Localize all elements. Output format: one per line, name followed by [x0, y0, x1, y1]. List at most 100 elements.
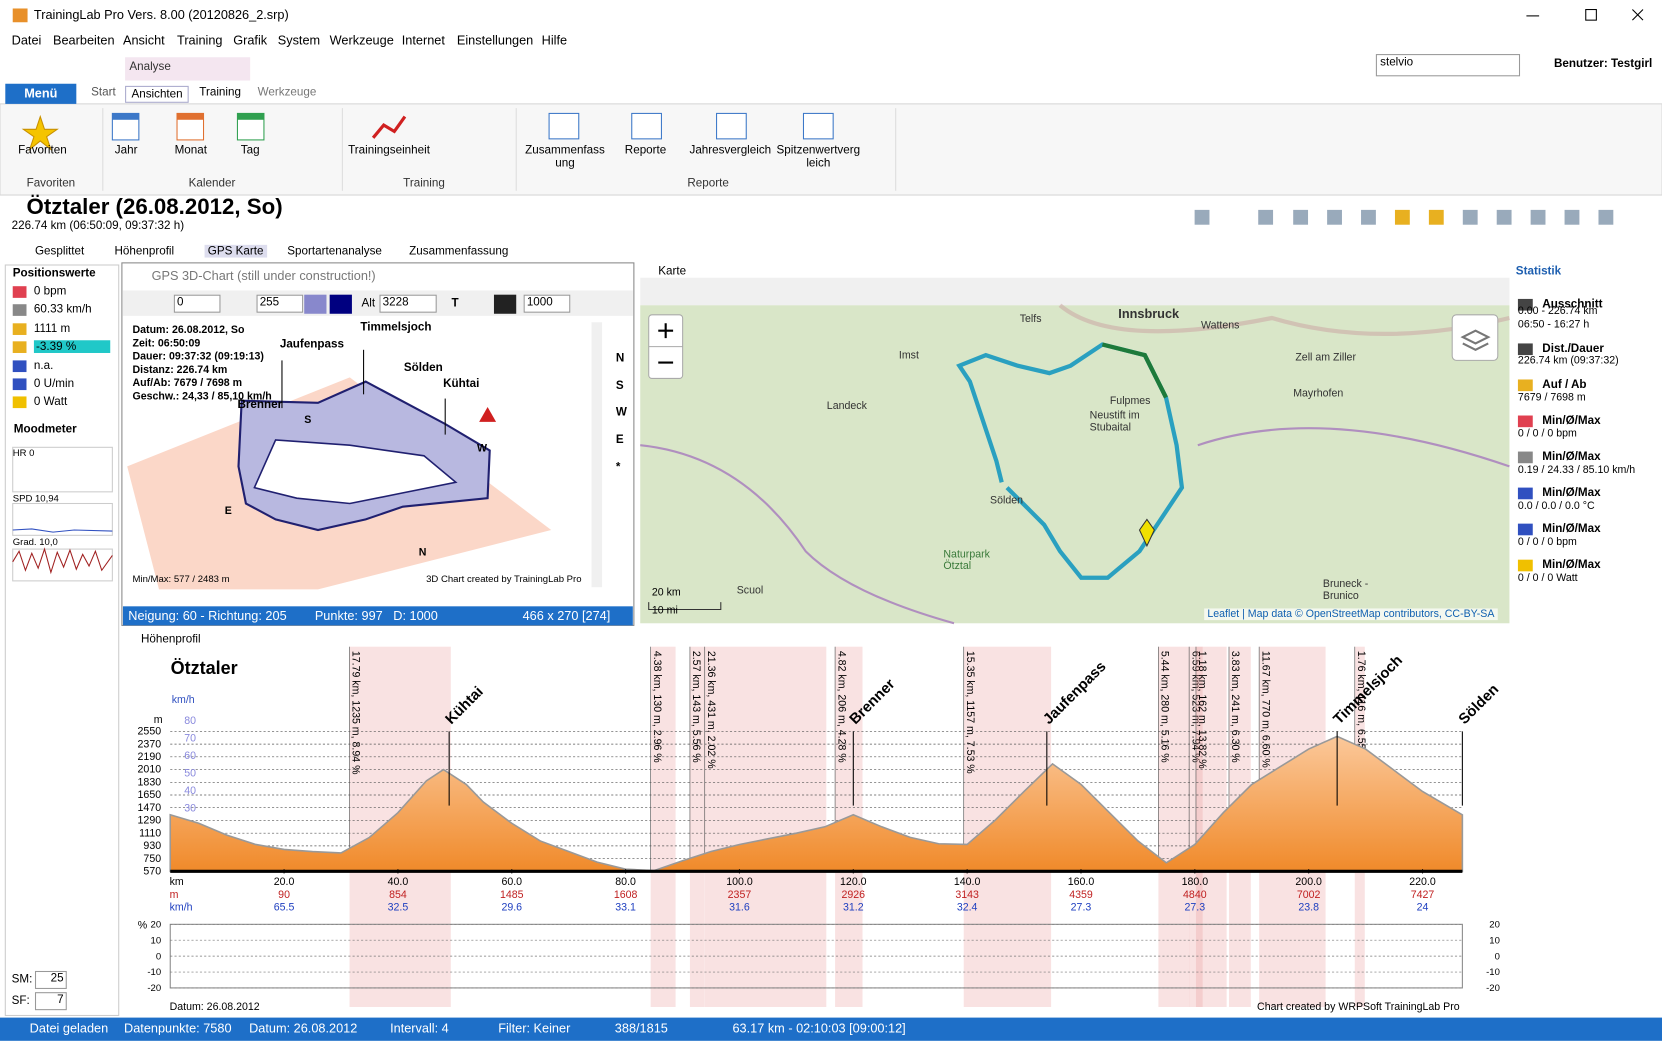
ribbon-button[interactable]: Jahr — [114, 144, 138, 157]
ribbon-button[interactable]: Spitzenwertvergleich — [776, 144, 861, 170]
climb-band — [1158, 646, 1190, 1007]
climb-band — [689, 646, 705, 1007]
menu-item[interactable]: Grafik — [233, 32, 268, 48]
menu-item[interactable]: Werkzeuge — [329, 32, 394, 48]
spin-input[interactable]: 255 — [256, 294, 304, 313]
mood-chart-label: SPD 10,94 — [12, 492, 59, 504]
stat-label: Auf / Ab — [1542, 378, 1587, 392]
stat-label: Min/Ø/Max — [1542, 522, 1601, 536]
y-tick-label: 1470 — [138, 802, 162, 814]
ribbon-button[interactable]: Tag — [240, 144, 260, 157]
ribbon-button[interactable]: Favoriten — [18, 144, 67, 157]
position-icon — [12, 396, 27, 409]
menu-item[interactable]: Bearbeiten — [52, 32, 115, 48]
pass-label: Sölden — [1456, 682, 1502, 728]
menu-item[interactable]: System — [277, 32, 321, 48]
menu-item[interactable]: Training — [177, 32, 223, 48]
view-tab[interactable]: Zusammenfassung — [409, 244, 509, 258]
x-tick-label: 200.0 — [1295, 876, 1322, 888]
ribbon-button[interactable]: Zusammenfassung — [525, 144, 605, 170]
ribbon-tab[interactable]: Ansichten — [125, 85, 190, 103]
info-line: Geschw.: 24,33 / 85,10 km/h — [132, 390, 272, 403]
ribbon-button[interactable]: Trainingseinheit — [348, 144, 430, 157]
y-tick-label: 2010 — [138, 764, 162, 776]
3d-label: Jaufenpass — [279, 338, 345, 351]
spin-input[interactable]: 1000 — [523, 294, 571, 313]
spin-input[interactable]: 3228 — [379, 294, 437, 313]
credit: 3D Chart created by TrainingLab Pro — [426, 573, 582, 585]
map-place: Landeck — [826, 400, 867, 413]
window-title: TrainingLab Pro Vers. 8.00 (20120826_2.s… — [33, 7, 289, 23]
speed-value: 32.5 — [388, 902, 409, 914]
elevation-area — [169, 735, 1464, 873]
climb-label: 4.38 km, 130 m, 2.96 % — [651, 651, 663, 763]
elevation-chart: 17.79 km, 1235 m, 8.94 % 4.38 km, 130 m, … — [138, 646, 1502, 1013]
status-field: 63.17 km - 02:10:03 [09:00:12] — [732, 1020, 906, 1036]
ribbon-tab[interactable]: Menü — [5, 83, 77, 104]
climb-label: 15.35 km, 1157 m, 7.53 % — [964, 651, 976, 774]
y-tick-label: 750 — [143, 853, 161, 865]
climb-band — [1195, 646, 1203, 1007]
direction-button[interactable]: W — [615, 405, 627, 419]
3d-label: Kühtai — [443, 377, 480, 391]
ribbon-button[interactable]: Monat — [174, 144, 207, 157]
stat-icon — [1517, 487, 1533, 500]
map-place: Naturpark Ötztal — [943, 549, 990, 573]
view-tab[interactable]: Sportartenanalyse — [287, 244, 382, 258]
x-tick-label: 20.0 — [274, 876, 295, 888]
stat-label: Min/Ø/Max — [1542, 486, 1601, 500]
direction-button[interactable]: * — [615, 461, 621, 474]
info-line: Dauer: 09:37:32 (09:19:13) — [132, 350, 264, 363]
stat-label: Min/Ø/Max — [1542, 414, 1601, 428]
ribbon-tab[interactable]: Training — [199, 85, 241, 99]
stat-icon — [1517, 451, 1533, 464]
3d-label: Brenner — [237, 398, 283, 412]
panel-title: Karte — [658, 265, 687, 278]
y-tick-label: 930 — [143, 840, 161, 852]
mood-chart-label: Grad. 10,0 — [12, 536, 58, 547]
stat-line: 0 / 0 / 0 bpm — [1517, 536, 1577, 549]
field-input[interactable]: 7 — [34, 992, 67, 1011]
map-place: Imst — [898, 349, 919, 362]
x-axis-label: km — [170, 876, 184, 888]
map-place: Zell am Ziller — [1295, 351, 1356, 364]
field-input[interactable]: 25 — [34, 970, 67, 989]
climb-label: 21.36 km, 431 m, 2.02 % — [705, 651, 717, 769]
view-tab[interactable]: GPS Karte — [204, 244, 267, 258]
menu-item[interactable]: Hilfe — [541, 32, 568, 48]
direction-button[interactable]: E — [615, 433, 624, 447]
ascent-value: 90 — [278, 889, 290, 901]
3d-label: Timmelsjoch — [360, 321, 432, 334]
menu-item[interactable]: Datei — [11, 32, 42, 48]
y2-tick-label: 50 — [184, 767, 196, 779]
ribbon-group-label: Favoriten — [26, 177, 76, 190]
view-tab[interactable]: Höhenprofil — [114, 244, 175, 258]
ribbon-button[interactable]: Jahresvergleich — [689, 144, 772, 157]
menu-item[interactable]: Einstellungen — [456, 32, 534, 48]
menu-item[interactable]: Ansicht — [122, 32, 165, 48]
panel-title: Statistik — [1515, 265, 1562, 278]
spin-input[interactable]: 0 — [173, 294, 221, 313]
ribbon-button[interactable]: Reporte — [624, 144, 667, 157]
position-value: -3.39 % — [33, 340, 111, 354]
map-place: Mayrhofen — [1293, 387, 1344, 400]
speed-value: 31.6 — [729, 902, 750, 914]
map-attribution: Leaflet | Map data © OpenStreetMap contr… — [1204, 608, 1498, 621]
position-value: 0 Watt — [33, 395, 68, 409]
stat-label: Min/Ø/Max — [1542, 450, 1601, 464]
ribbon-tab[interactable]: Werkzeuge — [257, 85, 317, 99]
ribbon-tab[interactable]: Start — [91, 85, 116, 99]
view-tab[interactable]: Gesplittet — [34, 244, 85, 258]
info-line: Datum: 26.08.2012, So — [132, 324, 245, 337]
direction-button[interactable]: S — [615, 379, 624, 393]
position-value: 0 U/min — [33, 377, 75, 391]
map-place: Wattens — [1200, 320, 1240, 332]
grad-tick-label: 10 — [151, 935, 162, 946]
stat-icon — [1517, 523, 1533, 536]
direction-button[interactable]: N — [615, 351, 625, 365]
position-value: n.a. — [33, 358, 54, 372]
ascent-value: 854 — [389, 889, 407, 901]
menu-item[interactable]: Internet — [401, 32, 445, 48]
stat-icon — [1517, 298, 1533, 311]
user-select[interactable]: stelvio — [1375, 54, 1521, 77]
